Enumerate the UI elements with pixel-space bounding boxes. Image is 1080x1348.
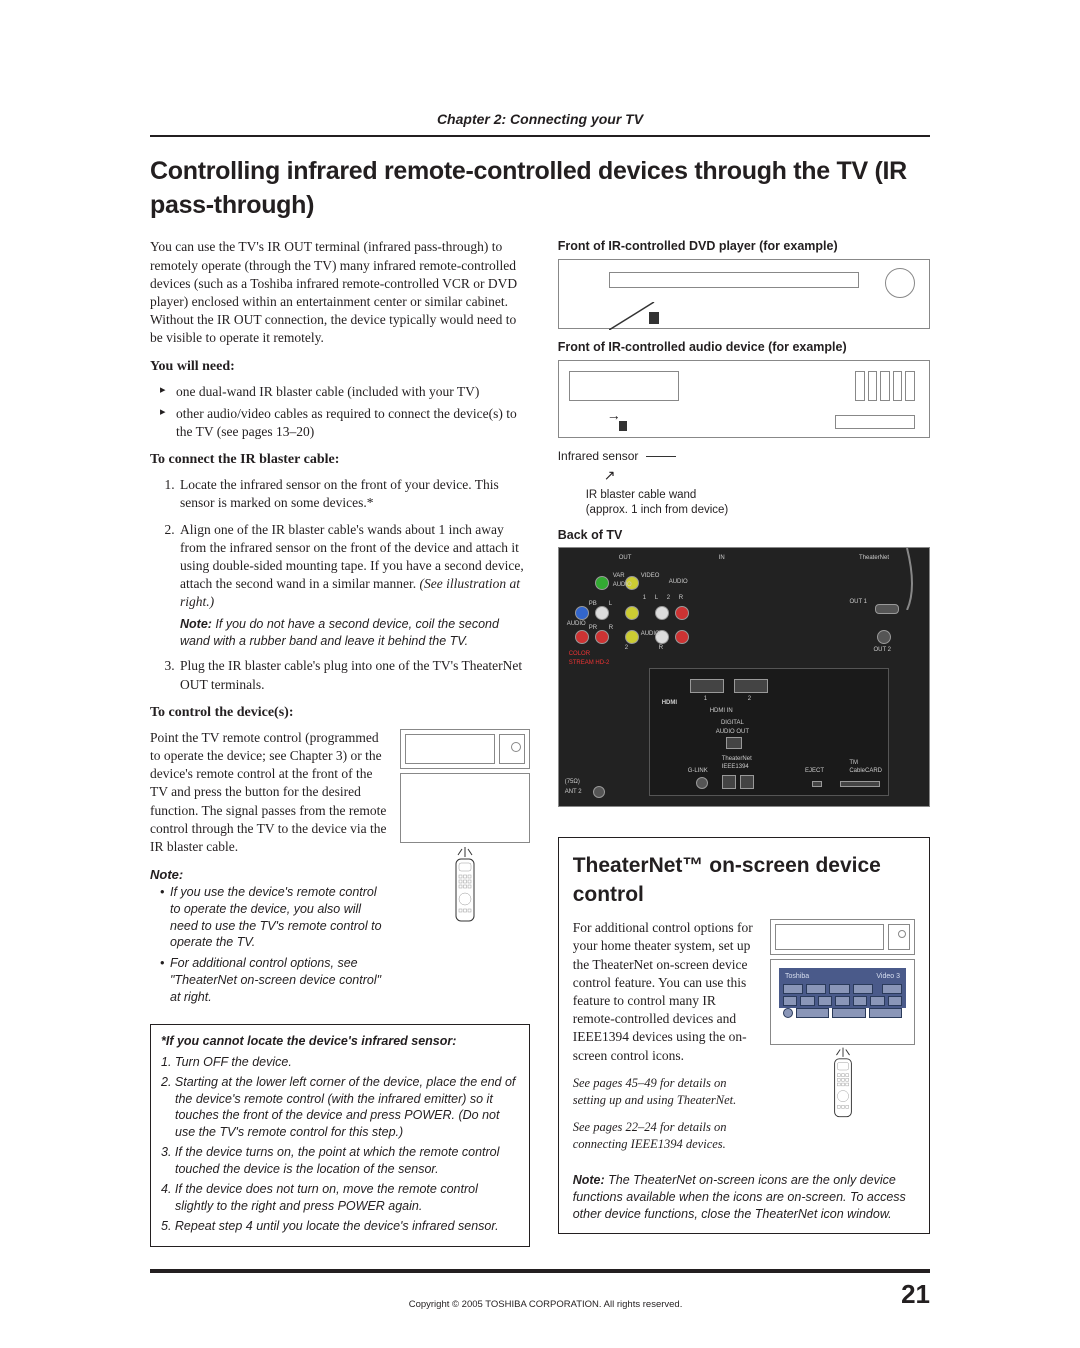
- theaternet-box: TheaterNet™ on-screen device control For…: [558, 837, 930, 1234]
- theaternet-see1: See pages 45–49 for details on setting u…: [573, 1075, 758, 1109]
- step-3: Plug the IR blaster cable's plug into on…: [178, 657, 530, 693]
- tip-step: 1. Turn OFF the device.: [161, 1054, 519, 1071]
- osd-input-label: Video 3: [876, 972, 900, 981]
- control-heading: To control the device(s):: [150, 704, 530, 723]
- osd-button: [882, 984, 902, 994]
- dvd-front-diagram: [558, 259, 930, 329]
- page-number: 21: [901, 1277, 930, 1312]
- osd-button: [832, 1008, 865, 1018]
- osd-button: [783, 1008, 793, 1018]
- page-title: Controlling infrared remote-controlled d…: [150, 155, 930, 223]
- osd-button: [869, 1008, 902, 1018]
- osd-panel: Toshiba Video 3: [779, 968, 906, 1008]
- osd-button: [783, 984, 803, 994]
- ir-wand-sub: (approx. 1 inch from device): [586, 504, 729, 516]
- audio-diagram-label: Front of IR-controlled audio device (for…: [558, 339, 930, 356]
- osd-brand-label: Toshiba: [785, 972, 809, 981]
- osd-button: [888, 996, 902, 1006]
- footer: Copyright © 2005 TOSHIBA CORPORATION. Al…: [150, 1269, 930, 1312]
- sensor-text: Infrared sensor: [558, 449, 639, 463]
- remote-icon: [450, 847, 480, 925]
- signal-diagram: [400, 729, 530, 925]
- theaternet-note: Note: The TheaterNet on-screen icons are…: [573, 1172, 915, 1223]
- step-1: Locate the infrared sensor on the front …: [178, 476, 530, 512]
- osd-button: [800, 996, 814, 1006]
- notes-section: Note: If you use the device's remote con…: [150, 866, 388, 1006]
- note-heading: Note:: [150, 866, 388, 884]
- note-text: The TheaterNet on-screen icons are the o…: [573, 1173, 906, 1221]
- osd-button: [783, 996, 797, 1006]
- theaternet-see2: See pages 22–24 for details on connectin…: [573, 1119, 758, 1153]
- note-label: Note:: [180, 617, 212, 631]
- connect-heading: To connect the IR blaster cable:: [150, 451, 530, 470]
- chapter-header: Chapter 2: Connecting your TV: [150, 110, 930, 129]
- step-2: Align one of the IR blaster cable's wand…: [178, 521, 530, 650]
- copyright: Copyright © 2005 TOSHIBA CORPORATION. Al…: [190, 1299, 901, 1312]
- audio-front-diagram: →: [558, 360, 930, 438]
- note-label: Note:: [573, 1173, 605, 1187]
- osd-button: [796, 1008, 829, 1018]
- osd-button: [818, 996, 832, 1006]
- osd-button: [853, 984, 873, 994]
- step-2-note: Note: If you do not have a second device…: [180, 616, 530, 650]
- note-text: If you do not have a second device, coil…: [180, 617, 499, 648]
- control-body: Point the TV remote control (programmed …: [150, 729, 388, 857]
- tip-heading: *If you cannot locate the device's infra…: [161, 1034, 456, 1048]
- need-list: one dual-wand IR blaster cable (included…: [150, 383, 530, 442]
- infrared-sensor-label: Infrared sensor: [558, 448, 930, 464]
- back-tv-label: Back of TV: [558, 527, 930, 544]
- theaternet-diagram: Toshiba Video 3: [770, 919, 915, 1162]
- tip-step: 3. If the device turns on, the point at …: [161, 1144, 519, 1178]
- you-will-need-heading: You will need:: [150, 358, 530, 377]
- intro-paragraph: You can use the TV's IR OUT terminal (in…: [150, 238, 530, 347]
- osd-button: [870, 996, 884, 1006]
- connect-steps: Locate the infrared sensor on the front …: [150, 476, 530, 694]
- remote-icon: [829, 1047, 857, 1121]
- osd-button: [835, 996, 849, 1006]
- divider-top: [150, 135, 930, 137]
- note-item: For additional control options, see "The…: [160, 955, 388, 1006]
- tip-step: 2. Starting at the lower left corner of …: [161, 1074, 519, 1142]
- note-item: If you use the device's remote control t…: [160, 884, 388, 952]
- need-item: one dual-wand IR blaster cable (included…: [164, 383, 530, 401]
- infrared-sensor-tip-box: *If you cannot locate the device's infra…: [150, 1024, 530, 1247]
- tip-step: 5. Repeat step 4 until you locate the de…: [161, 1218, 519, 1235]
- osd-button: [806, 984, 826, 994]
- tip-step: 4. If the device does not turn on, move …: [161, 1181, 519, 1215]
- ir-wand-text: IR blaster cable wand: [586, 489, 697, 501]
- tv-front-diagram: [400, 773, 530, 843]
- theaternet-title: TheaterNet™ on-screen device control: [573, 852, 915, 909]
- osd-button: [853, 996, 867, 1006]
- need-item: other audio/video cables as required to …: [164, 405, 530, 441]
- device-front-diagram: [400, 729, 530, 769]
- ir-wand-label: IR blaster cable wand (approx. 1 inch fr…: [558, 488, 930, 519]
- arrow-icon: ↗: [604, 466, 616, 485]
- back-of-tv-diagram: OUT IN TheaterNet VARAUDIO VIDEO AUDIO A…: [558, 547, 930, 807]
- osd-button: [829, 984, 849, 994]
- theaternet-body: For additional control options for your …: [573, 919, 758, 1065]
- dvd-diagram-label: Front of IR-controlled DVD player (for e…: [558, 238, 930, 255]
